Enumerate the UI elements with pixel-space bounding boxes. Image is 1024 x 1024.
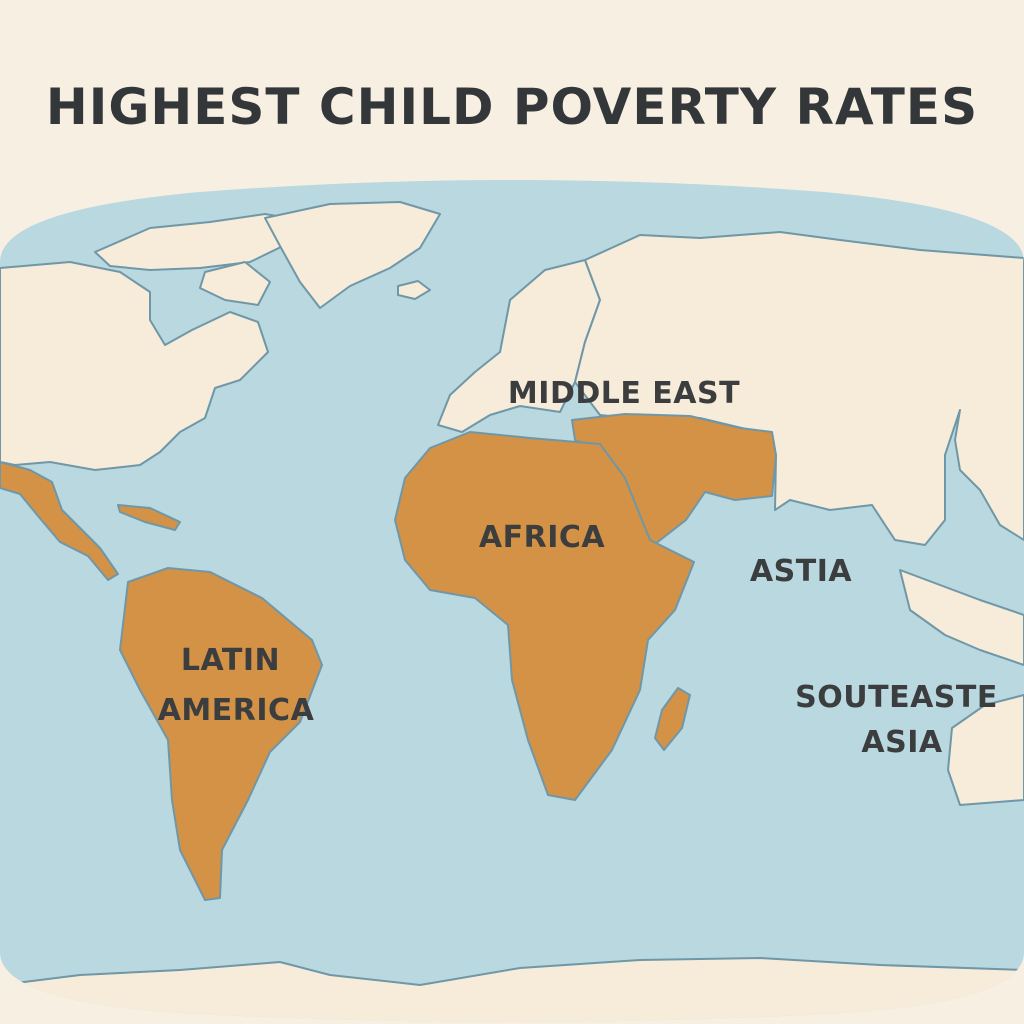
region-label-southeast-asia: SOUTEASTE ASIA xyxy=(795,680,1009,760)
land-madagascar xyxy=(654,687,691,751)
land-iceland xyxy=(397,280,431,300)
land-australia xyxy=(947,694,1024,806)
region-label-latin-america: LATIN AMERICA xyxy=(158,643,315,728)
label-sea-line-1: SOUTEASTE xyxy=(795,680,998,715)
land-greenland xyxy=(264,201,441,309)
map-title: HIGHEST CHILD POVERTY RATES xyxy=(45,78,979,136)
label-latin-line-2: AMERICA xyxy=(158,693,315,728)
land-indonesia xyxy=(899,569,1024,666)
land-antarctica xyxy=(0,957,1024,1022)
land-africa xyxy=(394,431,695,801)
region-label-middle-east: MIDDLE EAST xyxy=(508,376,740,411)
land-north-america xyxy=(0,261,269,471)
land-cuba xyxy=(117,504,181,531)
label-sea-line-2: ASIA xyxy=(861,725,942,760)
land-south-america xyxy=(119,567,323,901)
land-baffin xyxy=(199,261,271,306)
region-label-africa: AFRICA xyxy=(479,520,605,555)
land-mexico-central-america xyxy=(0,461,119,581)
label-latin-line-1: LATIN xyxy=(181,643,280,678)
region-label-asia: ASTIA xyxy=(750,554,852,589)
